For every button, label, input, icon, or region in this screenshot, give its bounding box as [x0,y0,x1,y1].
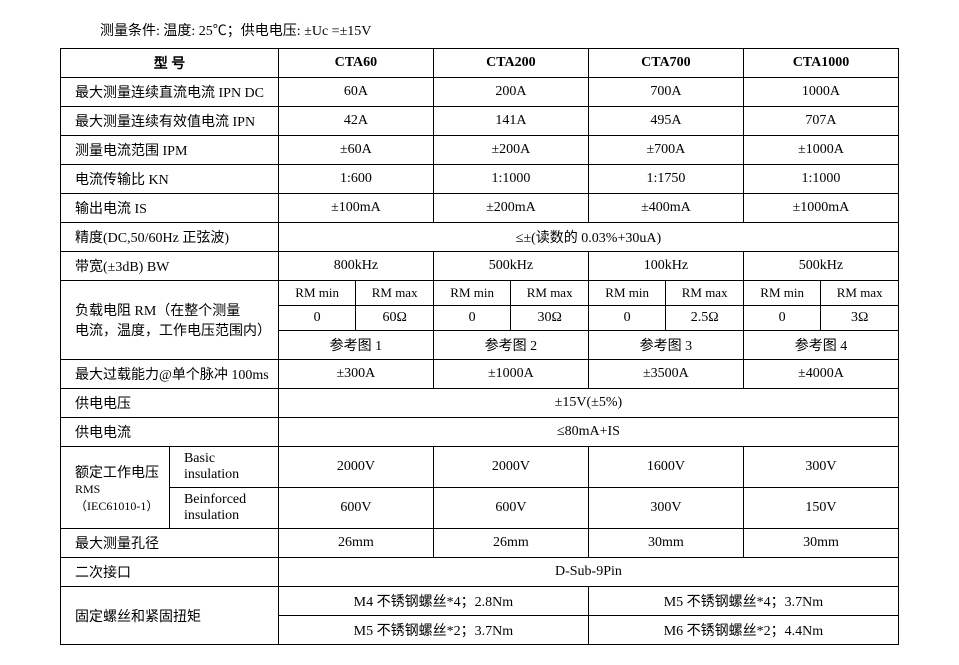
mounting-left-2: M5 不锈钢螺丝*2；3.7Nm [278,616,588,645]
model-cta700: CTA700 [588,49,743,78]
rm-min-cta1000: 0 [743,306,821,331]
row-range-label: 测量电流范围 IPM [61,136,279,165]
accuracy-value: ≤±(读数的 0.03%+30uA) [278,223,898,252]
rm-ref-cta700: 参考图 3 [588,331,743,360]
range-cta200: ±200A [433,136,588,165]
bw-cta200: 500kHz [433,252,588,281]
bw-cta1000: 500kHz [743,252,898,281]
basic-cta200: 2000V [433,447,588,488]
output-cta1000: ±1000mA [743,194,898,223]
aperture-cta1000: 30mm [743,529,898,558]
output-cta200: ±200mA [433,194,588,223]
overload-cta60: ±300A [278,360,433,389]
row-overload-label: 最大过载能力@单个脉冲 100ms [61,360,279,389]
interface-value: D-Sub-9Pin [278,558,898,587]
aperture-cta700: 30mm [588,529,743,558]
rated-label-line1: 额定工作电压 [75,462,161,482]
model-cta60: CTA60 [278,49,433,78]
basic-insulation-label: Basic insulation [169,447,278,488]
rm-min-cta700: 0 [588,306,666,331]
mounting-left-1: M4 不锈钢螺丝*4；2.8Nm [278,587,588,616]
model-cta200: CTA200 [433,49,588,78]
ratio-cta700: 1:1750 [588,165,743,194]
load-label-line1: 负载电阻 RM（在整个测量 [75,300,270,320]
mounting-right-2: M6 不锈钢螺丝*2；4.4Nm [588,616,898,645]
rm-min-label-3: RM min [743,281,821,306]
mounting-right-1: M5 不锈钢螺丝*4；3.7Nm [588,587,898,616]
supply-i-value: ≤80mA+IS [278,418,898,447]
rm-max-label-0: RM max [356,281,434,306]
overload-cta1000: ±4000A [743,360,898,389]
row-supply-v-label: 供电电压 [61,389,279,418]
max-rms-cta200: 141A [433,107,588,136]
rm-max-label-2: RM max [666,281,744,306]
rm-min-label-0: RM min [278,281,356,306]
model-label: 型 号 [61,49,279,78]
ratio-cta200: 1:1000 [433,165,588,194]
row-output-label: 输出电流 IS [61,194,279,223]
aperture-cta60: 26mm [278,529,433,558]
row-max-dc-label: 最大测量连续直流电流 IPN DC [61,78,279,107]
rm-max-label-3: RM max [821,281,899,306]
max-rms-cta60: 42A [278,107,433,136]
rm-min-label-2: RM min [588,281,666,306]
bw-cta60: 800kHz [278,252,433,281]
row-bw-label: 带宽(±3dB) BW [61,252,279,281]
model-cta1000: CTA1000 [743,49,898,78]
range-cta700: ±700A [588,136,743,165]
range-cta1000: ±1000A [743,136,898,165]
row-aperture-label: 最大测量孔径 [61,529,279,558]
rm-max-cta1000: 3Ω [821,306,899,331]
rm-min-label-1: RM min [433,281,511,306]
rm-ref-cta200: 参考图 2 [433,331,588,360]
rm-min-cta60: 0 [278,306,356,331]
basic-cta1000: 300V [743,447,898,488]
row-supply-i-label: 供电电流 [61,418,279,447]
row-load-label: 负载电阻 RM（在整个测量 电流，温度，工作电压范围内） [61,281,279,360]
reinforced-insulation-label: Beinforced insulation [169,488,278,529]
row-ratio-label: 电流传输比 KN [61,165,279,194]
row-rated-label: 额定工作电压 RMS（IEC61010-1） [61,447,170,529]
rm-min-cta200: 0 [433,306,511,331]
max-rms-cta1000: 707A [743,107,898,136]
output-cta60: ±100mA [278,194,433,223]
rm-ref-cta1000: 参考图 4 [743,331,898,360]
output-cta700: ±400mA [588,194,743,223]
row-accuracy-label: 精度(DC,50/60Hz 正弦波) [61,223,279,252]
basic-cta60: 2000V [278,447,433,488]
load-label-line2: 电流，温度，工作电压范围内） [75,320,270,340]
rm-ref-cta60: 参考图 1 [278,331,433,360]
row-interface-label: 二次接口 [61,558,279,587]
max-dc-cta700: 700A [588,78,743,107]
bw-cta700: 100kHz [588,252,743,281]
rm-max-label-1: RM max [511,281,589,306]
ratio-cta1000: 1:1000 [743,165,898,194]
row-max-rms-label: 最大测量连续有效值电流 IPN [61,107,279,136]
max-dc-cta1000: 1000A [743,78,898,107]
max-dc-cta60: 60A [278,78,433,107]
rm-max-cta200: 30Ω [511,306,589,331]
basic-cta700: 1600V [588,447,743,488]
rm-max-cta700: 2.5Ω [666,306,744,331]
measurement-conditions: 测量条件: 温度: 25℃；供电电压: ±Uc =±15V [60,20,899,40]
rated-label-line2: RMS（IEC61010-1） [75,482,161,514]
reinforced-cta1000: 150V [743,488,898,529]
spec-table: 型 号 CTA60 CTA200 CTA700 CTA1000 最大测量连续直流… [60,48,899,645]
max-rms-cta700: 495A [588,107,743,136]
overload-cta700: ±3500A [588,360,743,389]
aperture-cta200: 26mm [433,529,588,558]
row-mounting-label: 固定螺丝和紧固扭矩 [61,587,279,645]
supply-v-value: ±15V(±5%) [278,389,898,418]
rm-max-cta60: 60Ω [356,306,434,331]
max-dc-cta200: 200A [433,78,588,107]
range-cta60: ±60A [278,136,433,165]
overload-cta200: ±1000A [433,360,588,389]
ratio-cta60: 1:600 [278,165,433,194]
reinforced-cta200: 600V [433,488,588,529]
reinforced-cta60: 600V [278,488,433,529]
reinforced-cta700: 300V [588,488,743,529]
